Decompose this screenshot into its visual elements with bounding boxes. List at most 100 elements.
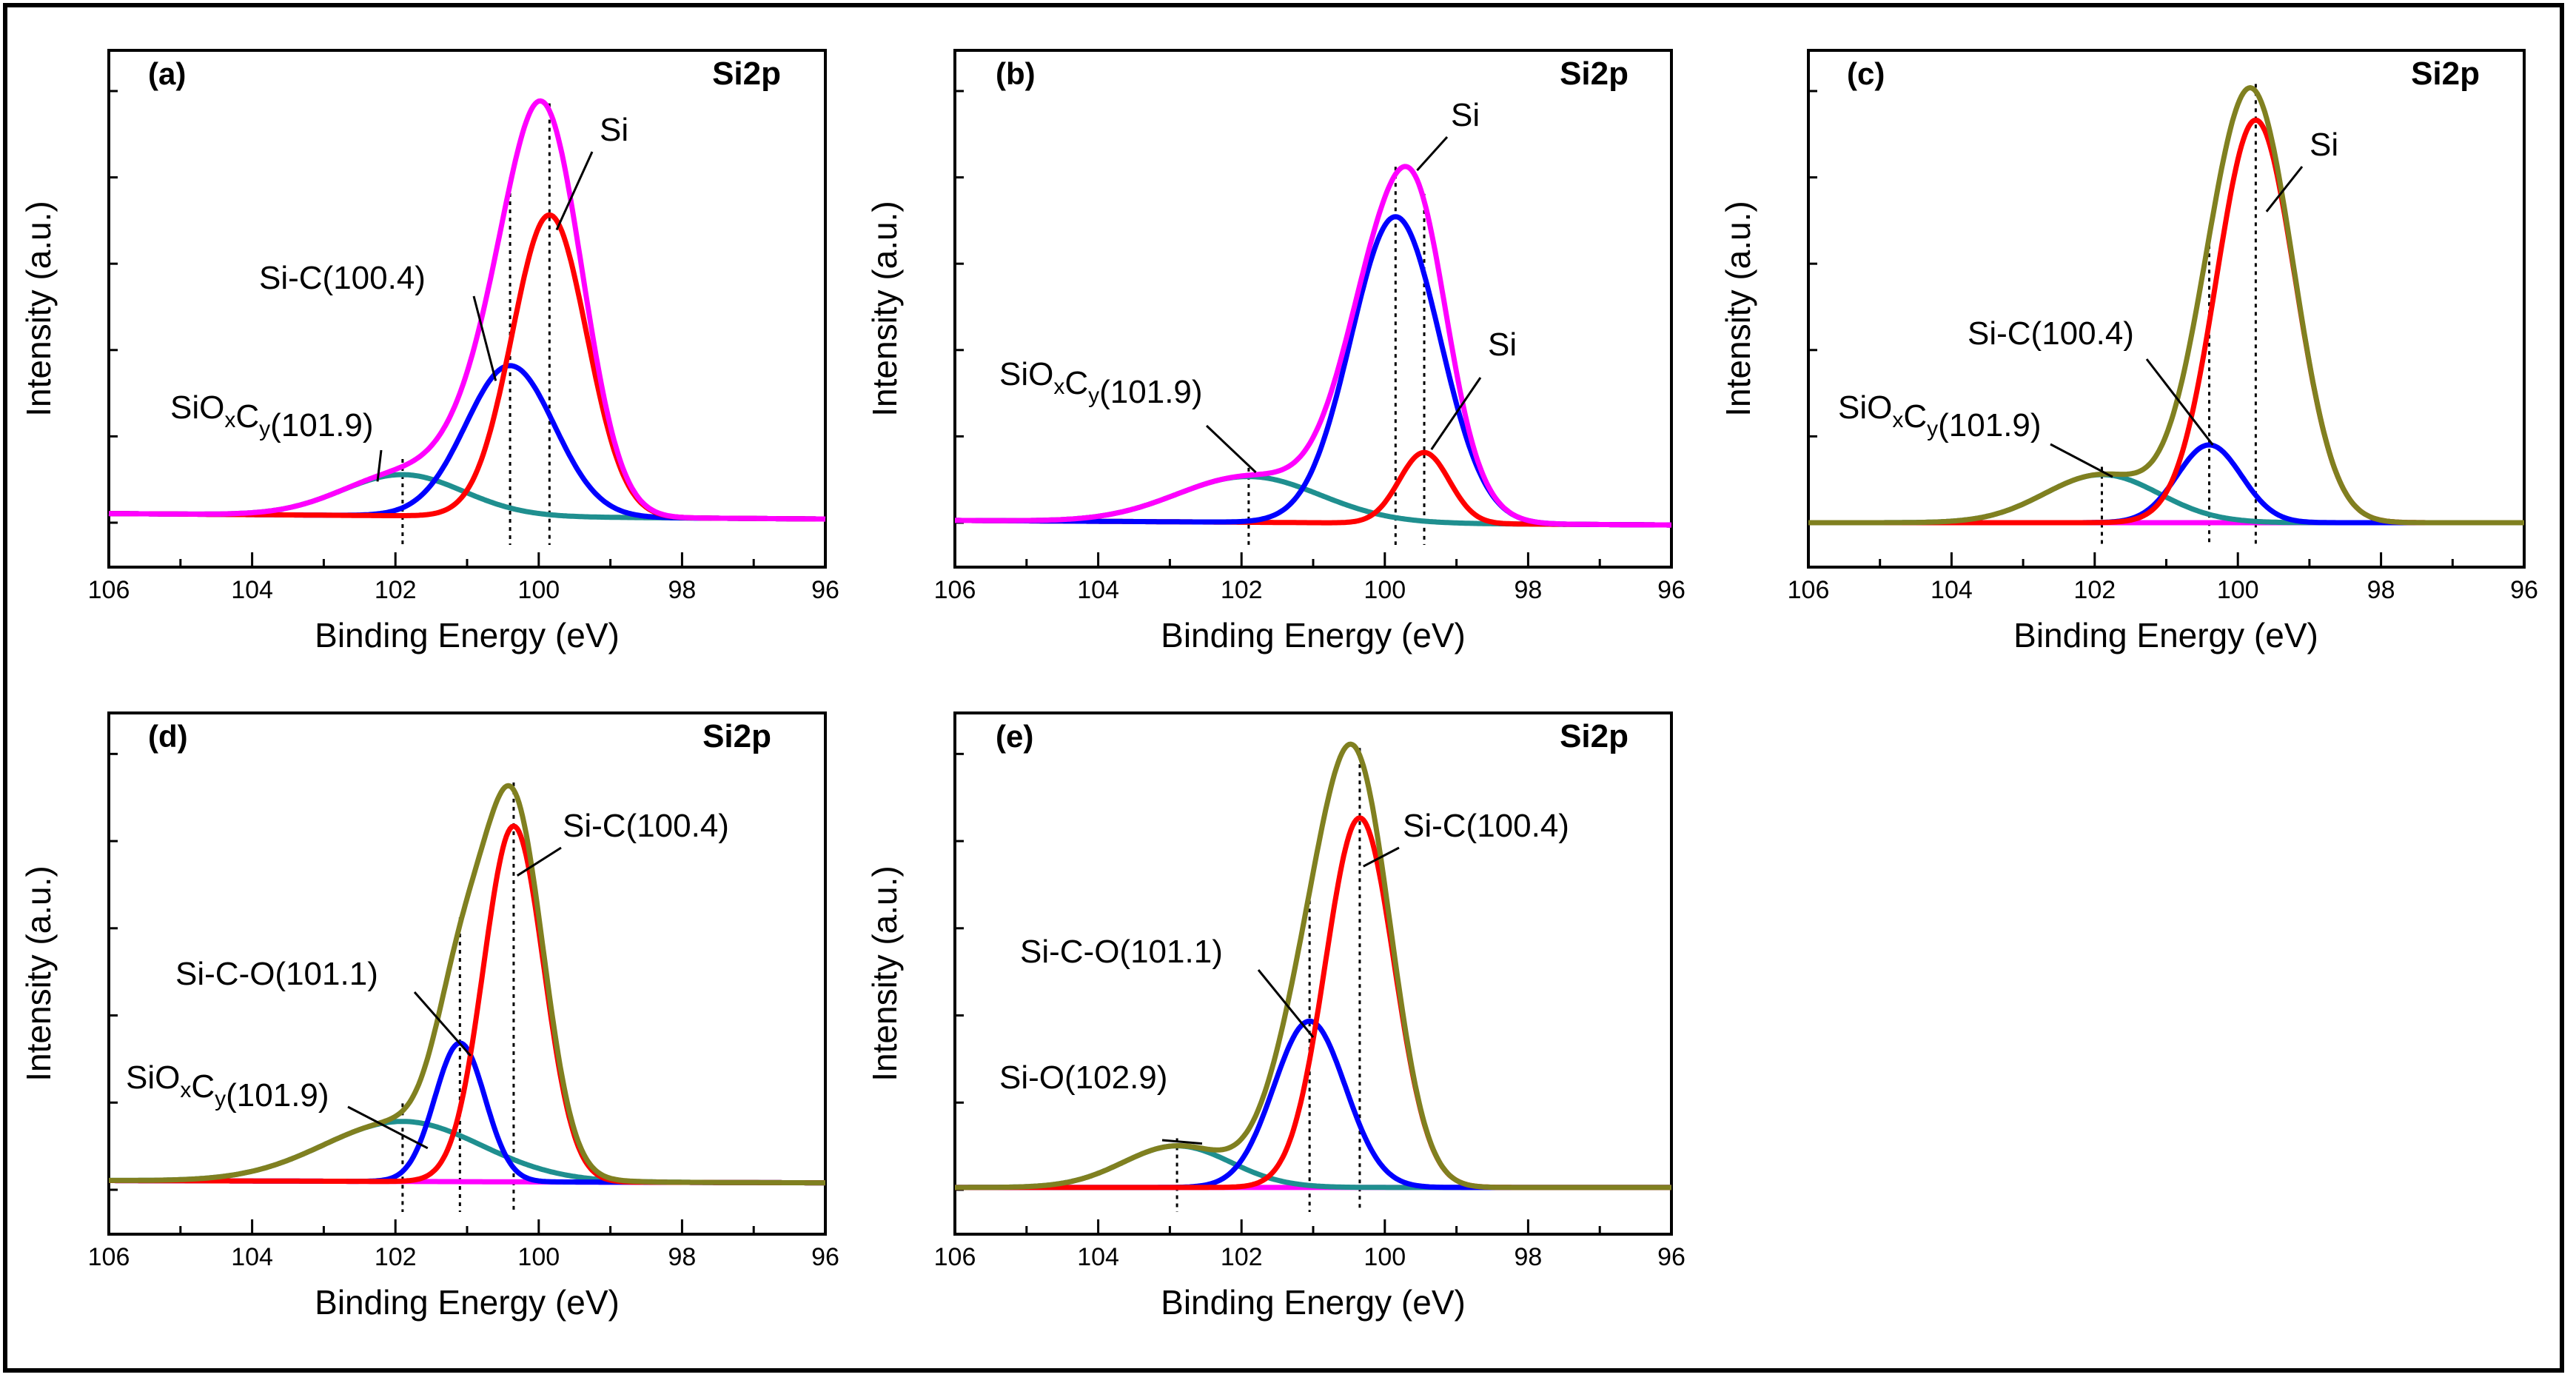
y-axis-title: Intensity (a.u.) [1719,201,1757,416]
panel-title: Si2p [712,56,781,92]
panel-tag: (b) [996,56,1036,91]
x-tick-label: 102 [1221,1243,1263,1271]
x-tick-label: 104 [231,1243,273,1271]
panel-title: Si2p [1560,718,1629,754]
series-line-envelope [1807,85,2526,526]
panel-d: 106 104 102 100 98 96 Binding Energy (eV) Inten… [19,711,839,1322]
x-tick-label: 102 [2073,576,2116,604]
annotation-leader-line [2265,166,2304,212]
peak-annotation: Si [600,112,628,148]
series-line-si-c [953,214,1673,528]
x-tick-label: 106 [1788,576,1830,604]
x-axis-title: Binding Energy (eV) [1161,616,1466,654]
peak-annotation: Si-C-O(101.1) [175,956,378,992]
annotation-leader-line [1161,1139,1203,1145]
x-tick-label: 104 [231,576,273,604]
annotation-leader-line [1205,424,1257,474]
x-tick-label: 106 [934,576,976,604]
panel-title: Si2p [2411,56,2480,92]
x-tick-label: 100 [1364,1243,1406,1271]
annotation-leader-line [1257,969,1315,1039]
annotation-leader-line [413,991,472,1057]
x-tick-label: 102 [375,576,417,604]
peak-annotation: Si-C(100.4) [259,260,426,296]
peak-annotation: Si-O(102.9) [999,1059,1167,1096]
peak-annotation: SiOxCy(101.9) [126,1059,329,1114]
x-tick-label: 96 [2510,576,2538,604]
series-line-envelope [953,741,1673,1191]
x-tick-label: 96 [811,576,839,604]
panel-tag: (e) [996,719,1033,754]
x-tick-label: 104 [1077,576,1119,604]
panel-tag: (d) [148,719,188,754]
peak-annotation: Si [2310,127,2338,163]
figure-frame [3,3,2564,1373]
x-tick-label: 100 [2217,576,2259,604]
panel-tag: (c) [1847,56,1885,91]
x-tick-label: 102 [375,1243,417,1271]
annotation-leader-line [1430,377,1482,450]
plot-frame [953,711,1673,1236]
panel-b: 106 104 102 100 98 96 Binding Energy (eV) Inten… [865,49,1686,654]
annotation-leader-line [2050,443,2113,478]
panel-c: 106 104 102 100 98 96 Binding Energy (eV) Inten… [1719,49,2538,654]
x-tick-label: 106 [88,1243,130,1271]
x-axis-title: Binding Energy (eV) [2013,616,2318,654]
x-tick-label: 106 [934,1243,976,1271]
x-axis-title: Binding Energy (eV) [1161,1283,1466,1322]
x-tick-label: 98 [1514,576,1542,604]
annotation-leader-line [1363,846,1400,868]
x-tick-label: 96 [811,1243,839,1271]
x-tick-label: 100 [1364,576,1406,604]
panel-tag: (a) [148,56,186,91]
peak-annotation: SiOxCy(101.9) [999,356,1203,410]
y-axis-title: Intensity (a.u.) [865,201,904,416]
annotation-leader-line [472,295,497,381]
peak-annotation: Si [1451,97,1480,133]
peak-annotation: Si-C-O(101.1) [1020,934,1223,970]
x-tick-label: 96 [1657,576,1686,604]
annotation-leader-line [516,846,562,877]
annotation-leader-line [376,449,383,482]
peak-annotation: SiOxCy(101.9) [1838,389,2042,443]
series-line-si-c [107,823,827,1186]
x-tick-label: 104 [1077,1243,1119,1271]
x-tick-label: 98 [1514,1243,1542,1271]
x-axis-title: Binding Energy (eV) [315,616,620,654]
x-tick-label: 100 [517,1243,560,1271]
x-tick-label: 106 [88,576,130,604]
series-line-sioxcy [107,1119,827,1186]
x-tick-label: 98 [668,576,696,604]
annotation-leader-line [1416,135,1449,172]
x-tick-label: 98 [668,1243,696,1271]
y-axis-title: Intensity (a.u.) [865,865,904,1081]
annotation-leader-line [2145,358,2214,446]
panel-a: 106 104 102 100 98 96 Binding Energy (eV) Inten… [19,49,839,654]
x-tick-label: 100 [517,576,560,604]
peak-annotation: Si-C(100.4) [1403,808,1569,844]
series-line-si-c [1807,442,2526,526]
panel-title: Si2p [1560,56,1629,92]
series-line-envelope [107,783,827,1186]
peak-annotation: Si-C(100.4) [563,808,729,844]
annotation-leader-line [347,1105,429,1150]
series-line-si [1807,117,2526,526]
x-tick-label: 98 [2367,576,2395,604]
peak-annotation: SiOxCy(101.9) [170,389,374,443]
series-line-si-c [107,363,827,522]
x-tick-label: 104 [1931,576,1973,604]
series-line-sioxcy [1807,472,2526,526]
y-axis-title: Intensity (a.u.) [19,201,58,416]
peak-annotation: Si [1488,327,1517,363]
peak-annotation: Si-C(100.4) [1968,315,2134,352]
x-tick-label: 102 [1221,576,1263,604]
panel-title: Si2p [702,718,771,754]
y-axis-title: Intensity (a.u.) [19,865,58,1081]
x-tick-label: 96 [1657,1243,1686,1271]
series-line-envelope [953,164,1673,528]
panel-e: 106 104 102 100 98 96 Binding Energy (eV) Inten… [865,711,1686,1322]
series-line-envelope [107,98,827,522]
x-axis-title: Binding Energy (eV) [315,1283,620,1322]
annotation-leader-line [555,151,594,231]
